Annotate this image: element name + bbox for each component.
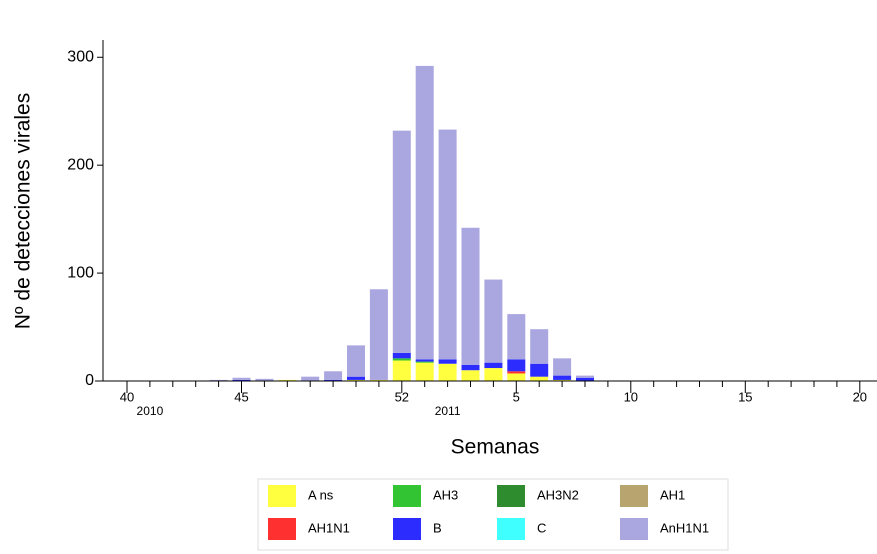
bar-segment bbox=[576, 377, 594, 381]
bar-segment bbox=[484, 368, 503, 381]
bar-segment bbox=[530, 329, 549, 364]
bar-segment bbox=[392, 358, 411, 361]
x-tick-label: 20 bbox=[853, 389, 867, 404]
y-tick-label: 200 bbox=[67, 156, 94, 173]
bar-segment bbox=[461, 227, 480, 365]
bar-segment bbox=[255, 378, 274, 381]
legend-swatch bbox=[497, 518, 525, 540]
legend-label: A ns bbox=[308, 487, 334, 502]
x-tick-label: 52 bbox=[395, 389, 409, 404]
bar-segment bbox=[324, 379, 343, 381]
legend-label: AH1N1 bbox=[308, 520, 350, 535]
legend-swatch bbox=[393, 485, 421, 507]
bar-segment bbox=[461, 370, 480, 381]
bar-segment bbox=[576, 375, 594, 378]
bar-segment bbox=[301, 376, 320, 381]
x-axis-label: Semanas bbox=[451, 436, 540, 459]
y-tick-label: 100 bbox=[67, 264, 94, 281]
bar-segment bbox=[438, 363, 457, 381]
bar-segment bbox=[461, 364, 480, 371]
legend-label: AH1 bbox=[660, 487, 685, 502]
bar-segment bbox=[369, 379, 388, 381]
year-label: 2011 bbox=[435, 404, 461, 418]
bar-segment bbox=[507, 359, 526, 372]
y-axis-label: Nº de detecciones virales bbox=[12, 93, 35, 329]
legend-label: AH3 bbox=[433, 487, 458, 502]
bar-segment bbox=[553, 375, 572, 380]
bar-segment bbox=[232, 377, 251, 380]
bar-segment bbox=[278, 379, 297, 381]
year-label: 2010 bbox=[137, 404, 164, 418]
bar-segment bbox=[392, 360, 411, 381]
y-tick-label: 300 bbox=[67, 48, 94, 65]
bar-segment bbox=[415, 359, 434, 362]
bar-segment bbox=[530, 376, 549, 381]
bar-segment bbox=[347, 379, 365, 381]
bar-segment bbox=[484, 362, 503, 369]
bar-segment bbox=[415, 65, 434, 360]
bar-segment bbox=[347, 376, 365, 380]
bar-segment bbox=[438, 129, 457, 360]
legend-label: B bbox=[433, 520, 442, 535]
legend-swatch bbox=[393, 518, 421, 540]
bar-segment bbox=[232, 379, 251, 381]
legend-label: AnH1N1 bbox=[660, 520, 709, 535]
bar-segment bbox=[438, 359, 457, 364]
legend-swatch bbox=[497, 485, 525, 507]
bar-segment bbox=[507, 371, 526, 374]
bar-segment bbox=[415, 361, 434, 363]
legend-swatch bbox=[268, 485, 296, 507]
bar-segment bbox=[392, 130, 411, 353]
x-tick-label: 10 bbox=[624, 389, 638, 404]
legend-swatch bbox=[268, 518, 296, 540]
bar-segment bbox=[507, 373, 526, 381]
bar-segment bbox=[507, 314, 526, 360]
legend-label: AH3N2 bbox=[537, 487, 579, 502]
legend-swatch bbox=[620, 518, 648, 540]
x-tick-label: 45 bbox=[234, 389, 248, 404]
legend-swatch bbox=[620, 485, 648, 507]
bar-segment bbox=[392, 352, 411, 359]
x-tick-label: 5 bbox=[513, 389, 520, 404]
x-tick-label: 15 bbox=[738, 389, 752, 404]
bar-segment bbox=[347, 345, 365, 377]
legend-label: C bbox=[537, 520, 546, 535]
bar-segment bbox=[553, 379, 572, 381]
x-tick-label: 40 bbox=[120, 389, 134, 404]
bar-segment bbox=[530, 363, 549, 377]
bar-segment bbox=[324, 371, 343, 380]
y-tick-label: 0 bbox=[85, 372, 94, 389]
legend-box bbox=[257, 478, 729, 551]
bar-segment bbox=[553, 358, 572, 376]
bar-segment bbox=[484, 279, 503, 363]
bar-segment bbox=[209, 379, 228, 381]
bar-segment bbox=[415, 362, 434, 381]
bar-segment bbox=[369, 289, 388, 380]
